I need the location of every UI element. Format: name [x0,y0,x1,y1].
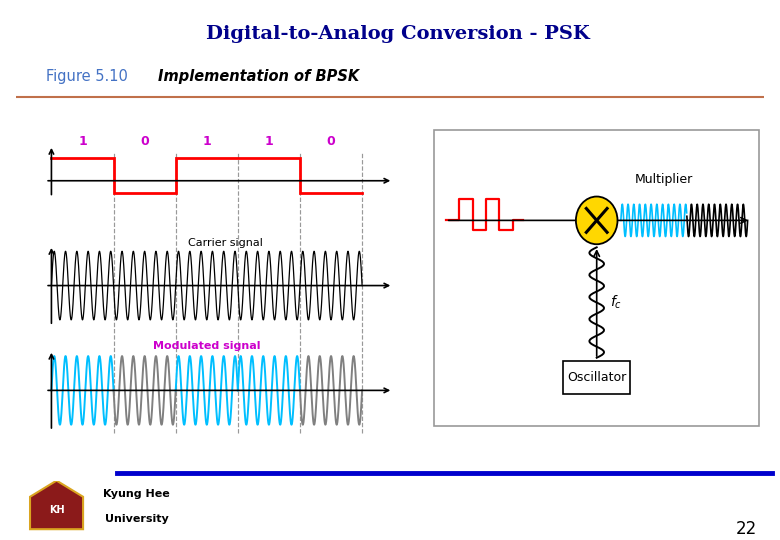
Text: University: University [105,514,168,524]
Text: 1: 1 [202,135,211,148]
Text: 22: 22 [736,521,757,538]
Text: 1: 1 [78,135,87,148]
Text: Implementation of BPSK: Implementation of BPSK [158,69,359,84]
Text: Figure 5.10: Figure 5.10 [45,69,127,84]
Text: 1: 1 [264,135,273,148]
Polygon shape [30,481,83,529]
Text: Modulated signal: Modulated signal [153,341,261,352]
Text: Digital-to-Analog Conversion - PSK: Digital-to-Analog Conversion - PSK [206,25,590,43]
Text: $f_c$: $f_c$ [610,294,622,311]
Text: Oscillator: Oscillator [567,370,626,384]
Text: Carrier signal: Carrier signal [188,238,263,248]
Bar [563,361,630,394]
Text: Multiplier: Multiplier [635,173,693,186]
Text: 0: 0 [140,135,149,148]
Circle shape [576,197,618,244]
Text: 0: 0 [327,135,335,148]
Text: KH: KH [48,505,65,515]
Text: Kyung Hee: Kyung Hee [103,489,170,500]
